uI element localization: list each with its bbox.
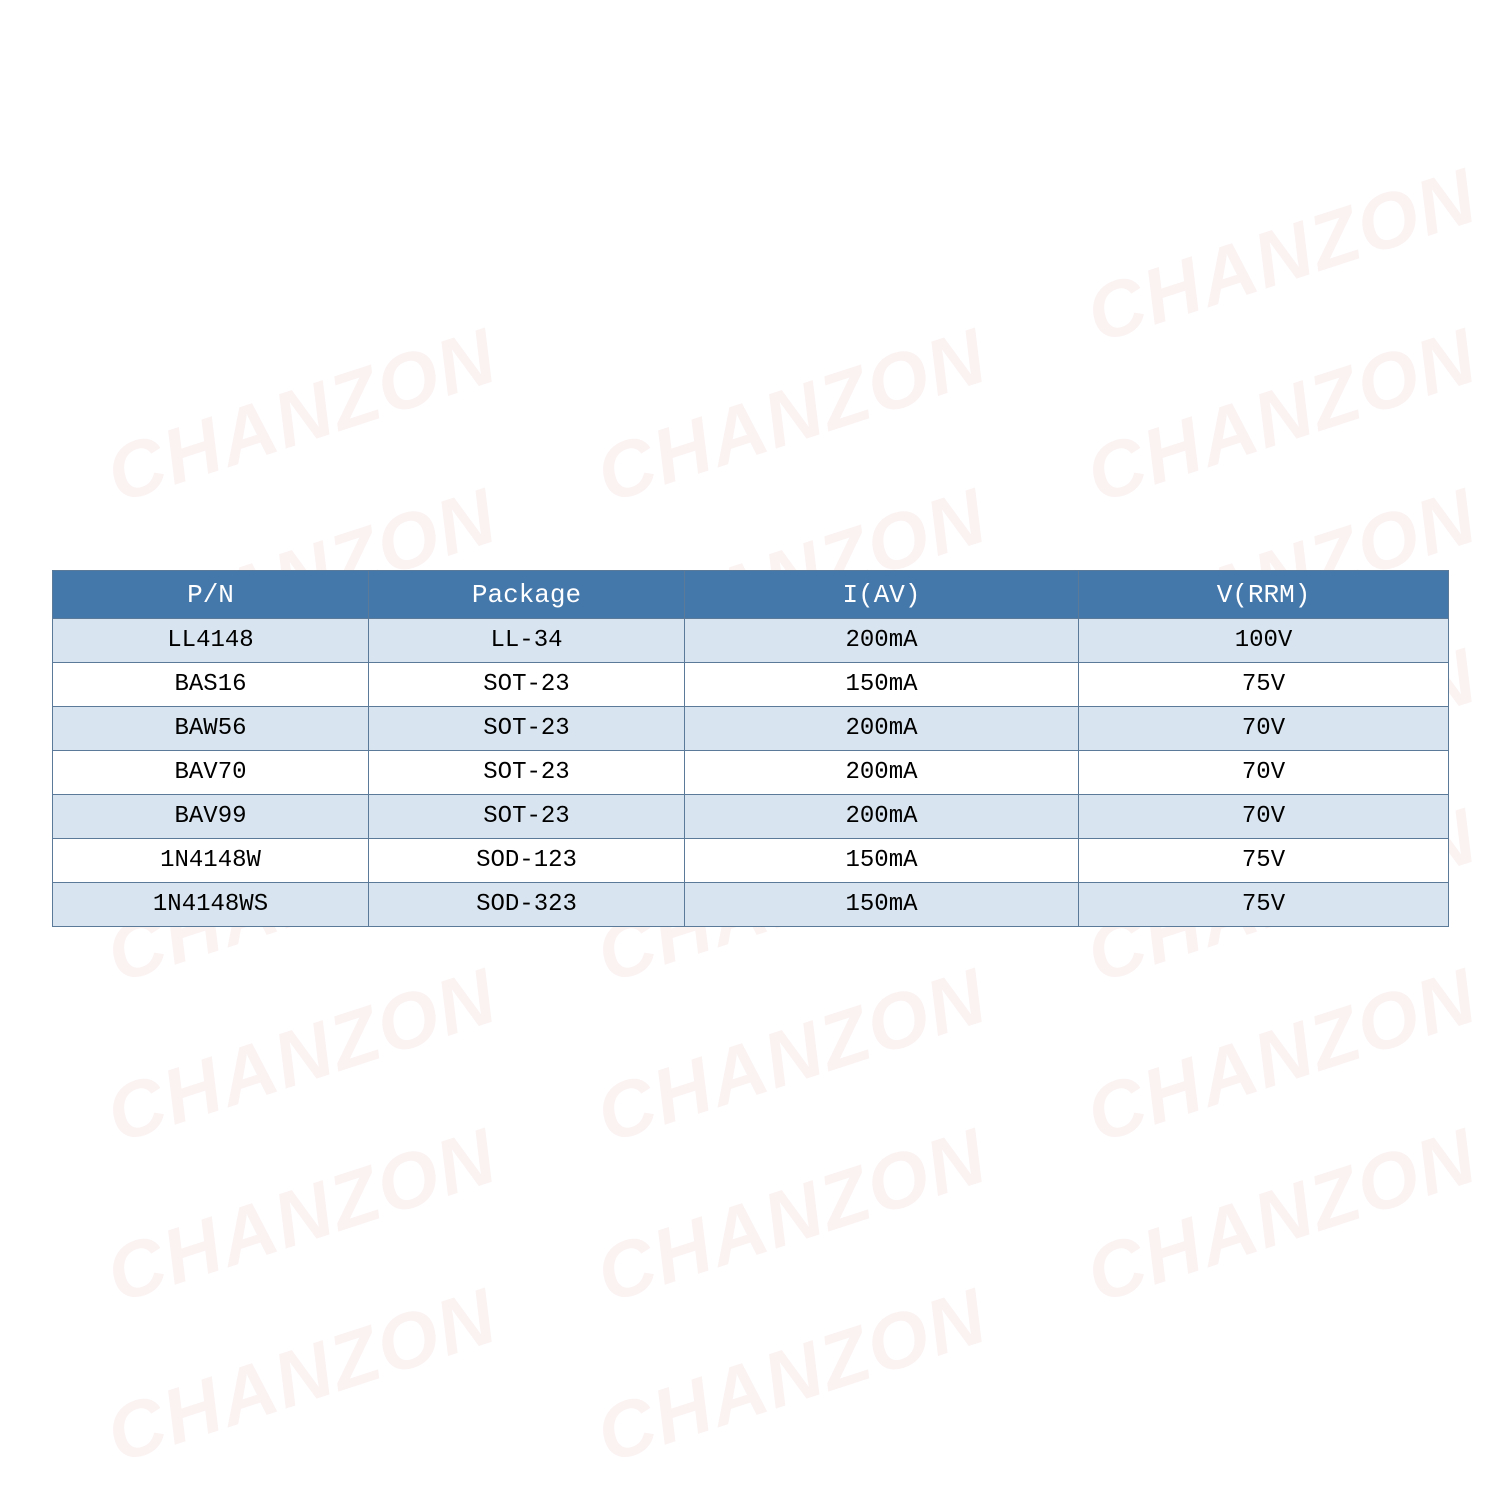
table-cell: SOT-23 <box>369 663 685 707</box>
watermark-text: CHANZON <box>586 950 998 1161</box>
table-cell: 150mA <box>685 663 1079 707</box>
table-cell: 70V <box>1079 707 1449 751</box>
watermark-text: CHANZON <box>96 950 508 1161</box>
column-header: I(AV) <box>685 571 1079 619</box>
table-cell: 70V <box>1079 751 1449 795</box>
column-header: P/N <box>53 571 369 619</box>
spec-table-container: P/NPackageI(AV)V(RRM) LL4148LL-34200mA10… <box>52 570 1448 927</box>
table-cell: 75V <box>1079 883 1449 927</box>
watermark-text: CHANZON <box>96 1110 508 1321</box>
watermark-text: CHANZON <box>1076 310 1488 521</box>
table-cell: LL4148 <box>53 619 369 663</box>
table-cell: BAV99 <box>53 795 369 839</box>
table-cell: 200mA <box>685 707 1079 751</box>
table-cell: LL-34 <box>369 619 685 663</box>
table-header-row: P/NPackageI(AV)V(RRM) <box>53 571 1449 619</box>
watermark-text: CHANZON <box>1076 950 1488 1161</box>
table-cell: 200mA <box>685 795 1079 839</box>
table-header: P/NPackageI(AV)V(RRM) <box>53 571 1449 619</box>
watermark-text: CHANZON <box>1076 1110 1488 1321</box>
table-cell: SOD-123 <box>369 839 685 883</box>
watermark-text: CHANZON <box>586 310 998 521</box>
table-cell: 1N4148WS <box>53 883 369 927</box>
table-row: LL4148LL-34200mA100V <box>53 619 1449 663</box>
table-cell: 70V <box>1079 795 1449 839</box>
table-cell: SOD-323 <box>369 883 685 927</box>
table-cell: 75V <box>1079 839 1449 883</box>
table-cell: SOT-23 <box>369 795 685 839</box>
table-cell: SOT-23 <box>369 707 685 751</box>
table-cell: BAV70 <box>53 751 369 795</box>
table-body: LL4148LL-34200mA100VBAS16SOT-23150mA75VB… <box>53 619 1449 927</box>
table-cell: 1N4148W <box>53 839 369 883</box>
table-cell: BAS16 <box>53 663 369 707</box>
table-cell: BAW56 <box>53 707 369 751</box>
watermark-text: CHANZON <box>586 1110 998 1321</box>
table-cell: 200mA <box>685 751 1079 795</box>
table-row: BAS16SOT-23150mA75V <box>53 663 1449 707</box>
table-row: BAV99SOT-23200mA70V <box>53 795 1449 839</box>
table-cell: 150mA <box>685 883 1079 927</box>
table-row: BAV70SOT-23200mA70V <box>53 751 1449 795</box>
column-header: V(RRM) <box>1079 571 1449 619</box>
column-header: Package <box>369 571 685 619</box>
table-cell: 150mA <box>685 839 1079 883</box>
watermark-text: CHANZON <box>586 1270 998 1481</box>
watermark-text: CHANZON <box>96 1270 508 1481</box>
table-row: 1N4148WSOD-123150mA75V <box>53 839 1449 883</box>
watermark-text: CHANZON <box>1076 150 1488 361</box>
table-row: 1N4148WSSOD-323150mA75V <box>53 883 1449 927</box>
table-cell: 100V <box>1079 619 1449 663</box>
table-cell: 200mA <box>685 619 1079 663</box>
table-row: BAW56SOT-23200mA70V <box>53 707 1449 751</box>
watermark-text: CHANZON <box>96 310 508 521</box>
table-cell: SOT-23 <box>369 751 685 795</box>
spec-table: P/NPackageI(AV)V(RRM) LL4148LL-34200mA10… <box>52 570 1449 927</box>
table-cell: 75V <box>1079 663 1449 707</box>
